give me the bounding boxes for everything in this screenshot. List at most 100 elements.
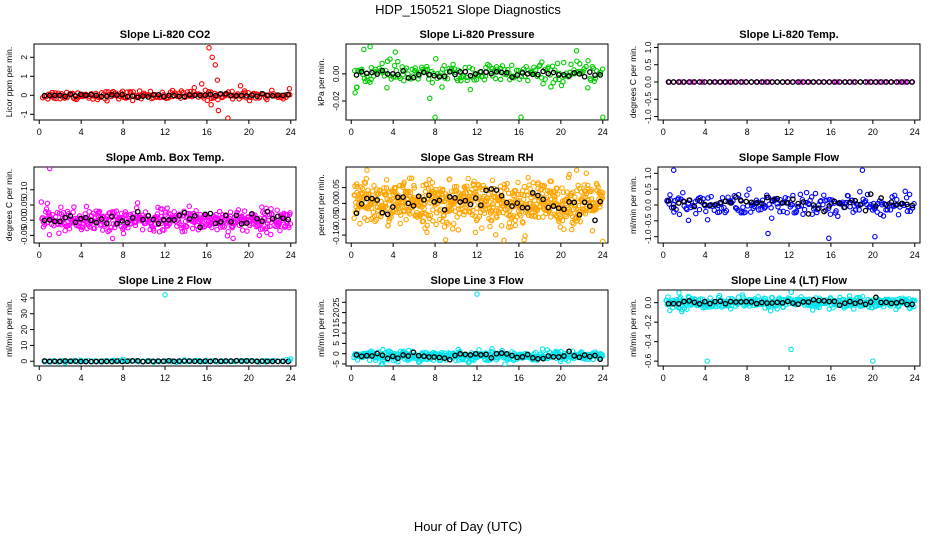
data-point: [742, 209, 748, 215]
outlier-point: [214, 77, 221, 83]
panel-title: Slope Line 2 Flow: [119, 275, 212, 287]
x-tick-label: 0: [349, 250, 354, 260]
data-point: [509, 349, 515, 355]
data-point: [566, 73, 572, 79]
data-point: [560, 79, 566, 85]
y-tick-label: -0.05: [331, 209, 341, 229]
data-point: [400, 352, 406, 358]
data-point: [129, 358, 136, 364]
data-point: [259, 226, 266, 232]
data-point: [374, 204, 381, 210]
y-tick-label: 0.00: [19, 212, 29, 229]
data-point: [843, 199, 850, 206]
data-point: [712, 202, 718, 208]
data-point: [847, 199, 853, 206]
data-point: [249, 92, 255, 99]
data-point: [415, 193, 422, 200]
data-point: [593, 206, 599, 212]
data-point: [510, 213, 517, 219]
data-point: [383, 177, 390, 183]
y-tick-label: 2: [19, 55, 29, 60]
points-layer: [38, 167, 294, 242]
panel-title: Slope Gas Stream RH: [420, 152, 533, 164]
series-daily: [41, 357, 292, 365]
data-point: [540, 80, 546, 87]
data-point: [528, 213, 535, 219]
outlier-point: [521, 237, 527, 243]
data-point: [204, 97, 211, 104]
data-point: [191, 358, 198, 365]
data-point: [691, 203, 698, 210]
outlier-point: [46, 167, 53, 172]
data-point: [753, 79, 760, 85]
data-point: [805, 211, 812, 217]
data-point: [532, 214, 539, 220]
outlier-point: [379, 361, 386, 366]
data-point: [221, 224, 227, 230]
points-layer: [663, 290, 918, 364]
data-point: [44, 200, 51, 207]
data-point: [888, 199, 895, 205]
data-point: [124, 358, 131, 365]
data-point: [162, 209, 169, 216]
data-point: [722, 300, 729, 307]
data-point: [582, 211, 589, 217]
data-point: [395, 58, 401, 65]
data-point: [467, 72, 474, 79]
data-point: [426, 215, 433, 222]
data-point: [595, 184, 601, 190]
data-point: [796, 203, 802, 210]
data-point: [677, 294, 684, 301]
data-point: [274, 92, 281, 98]
data-point: [524, 351, 531, 358]
data-point: [268, 231, 274, 238]
y-axis-label: ml/min per min.: [4, 299, 14, 357]
data-point: [134, 358, 141, 364]
data-point: [142, 209, 149, 215]
data-point: [471, 178, 477, 184]
x-tick-label: 16: [514, 373, 524, 383]
data-point: [400, 184, 406, 190]
data-point: [856, 207, 862, 213]
data-point: [391, 62, 398, 69]
data-point: [676, 211, 683, 218]
y-tick-label: -0.5: [643, 213, 653, 228]
data-point: [493, 68, 500, 75]
x-tick-label: 16: [826, 127, 836, 137]
data-point: [790, 196, 796, 203]
data-point: [479, 225, 485, 231]
x-tick-label: 12: [160, 250, 170, 260]
data-point: [124, 93, 131, 100]
data-point: [525, 77, 531, 84]
data-point: [592, 72, 598, 79]
series-all: [351, 170, 606, 243]
x-tick-label: 20: [556, 373, 566, 383]
data-point: [421, 353, 427, 360]
x-tick-label: 8: [121, 373, 126, 383]
data-point: [789, 202, 796, 208]
data-point: [389, 353, 396, 360]
data-point: [363, 70, 370, 77]
data-point: [665, 79, 672, 85]
data-point: [597, 198, 604, 205]
data-point: [286, 85, 293, 92]
data-point: [727, 200, 734, 206]
data-point: [454, 77, 461, 84]
data-point: [898, 79, 905, 85]
data-point: [471, 77, 477, 83]
data-point: [540, 214, 546, 220]
data-point: [550, 353, 557, 360]
outlier-point: [765, 230, 771, 237]
data-point: [873, 79, 879, 85]
data-point: [718, 205, 725, 212]
data-point: [353, 72, 360, 78]
data-point: [686, 298, 693, 304]
data-point: [795, 301, 801, 308]
data-point: [467, 86, 474, 93]
data-point: [707, 300, 713, 307]
data-point: [430, 357, 437, 363]
data-point: [453, 357, 459, 364]
data-point: [884, 207, 891, 213]
x-tick-label: 4: [79, 127, 84, 137]
